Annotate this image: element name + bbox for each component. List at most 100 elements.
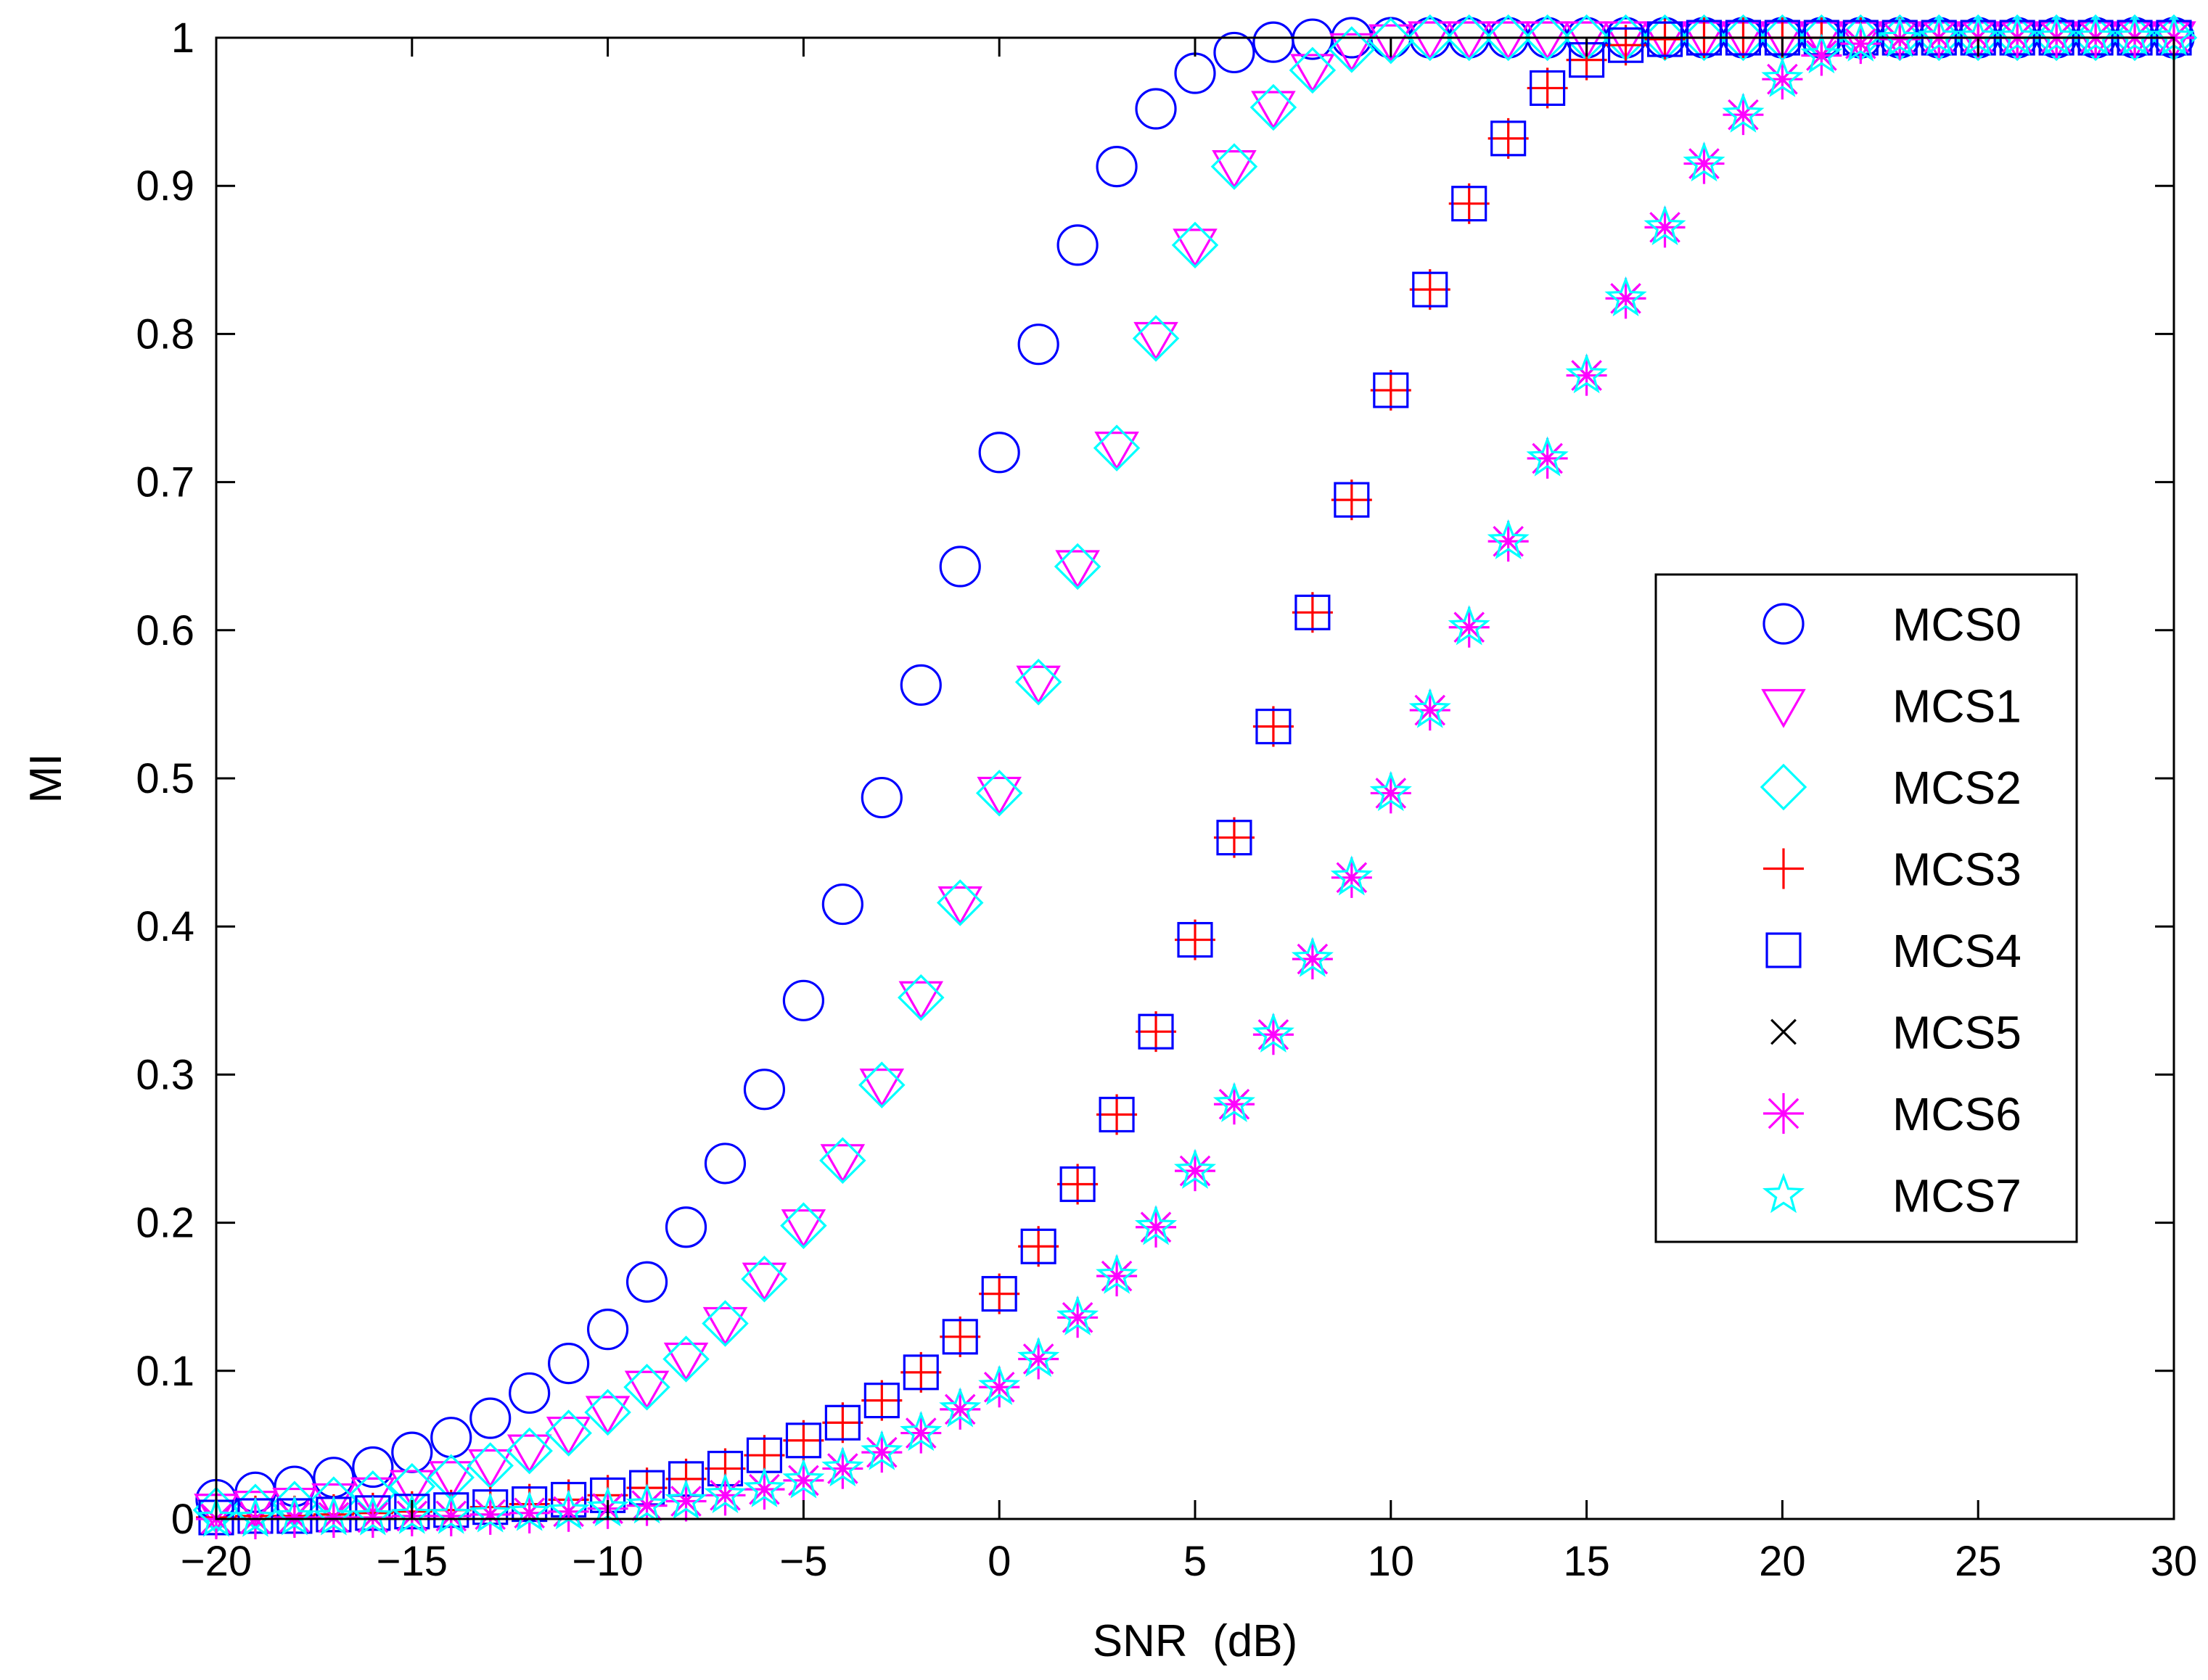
x-axis-title: SNR (dB): [1093, 1616, 1297, 1666]
point-mcs6-13: [705, 1475, 746, 1516]
point-mcs7-24: [1134, 1205, 1178, 1245]
point-mcs7-39: [1722, 92, 1765, 133]
point-mcs7-33: [1487, 519, 1530, 559]
point-mcs3-36: [1605, 25, 1646, 66]
legend-label: MCS7: [1892, 1170, 2022, 1222]
point-mcs7-35: [1565, 353, 1608, 394]
point-mcs2-14: [741, 1255, 788, 1303]
legend-label: MCS3: [1892, 844, 2022, 896]
point-mcs2-9: [545, 1409, 592, 1457]
legend-entry-mcs7: MCS7: [1762, 1170, 2022, 1222]
point-mcs4-19: [942, 1319, 978, 1355]
point-mcs7-40: [1761, 57, 1804, 97]
x-tick-label: −15: [377, 1538, 448, 1585]
point-mcs6-3: [313, 1496, 354, 1538]
point-mcs7-3: [312, 1495, 355, 1536]
point-mcs1-26: [1212, 150, 1257, 189]
y-tick-label: 0.1: [136, 1348, 194, 1395]
point-mcs3-30: [1370, 369, 1411, 411]
point-mcs4-18: [903, 1354, 939, 1391]
point-mcs7-11: [625, 1483, 668, 1524]
point-mcs3-24: [1136, 1011, 1177, 1053]
point-mcs4-32: [1451, 186, 1487, 222]
point-mcs1-6: [429, 1461, 474, 1501]
y-tick-label: 0.8: [136, 310, 194, 358]
point-mcs3-37: [1644, 19, 1686, 60]
point-mcs2-8: [506, 1427, 553, 1475]
point-mcs6-16: [822, 1448, 863, 1489]
legend-box: [1654, 573, 2078, 1243]
point-mcs6-32: [1448, 606, 1490, 648]
point-mcs1-31: [1408, 21, 1453, 61]
x-tick-label: −5: [779, 1538, 827, 1585]
legend-label: MCS4: [1892, 925, 2022, 977]
point-mcs7-4: [351, 1495, 394, 1536]
y-tick-label: 0.6: [136, 607, 194, 654]
point-mcs7-5: [390, 1494, 433, 1534]
point-mcs7-34: [1526, 436, 1569, 477]
point-mcs2-48: [2072, 14, 2119, 62]
point-mcs2-26: [1210, 143, 1258, 190]
point-mcs6-17: [861, 1432, 903, 1473]
point-mcs4-28: [1294, 594, 1331, 630]
series-mcs7: [194, 15, 2196, 1537]
point-mcs2-30: [1367, 17, 1415, 65]
y-tick-label: 0.3: [136, 1051, 194, 1098]
point-mcs7-14: [743, 1467, 786, 1507]
point-mcs6-9: [548, 1491, 589, 1532]
point-mcs7-7: [469, 1492, 512, 1533]
point-mcs6-24: [1136, 1206, 1177, 1248]
point-mcs1-22: [1055, 550, 1100, 590]
point-mcs1-28: [1290, 54, 1335, 94]
point-mcs6-38: [1683, 143, 1725, 184]
point-mcs2-18: [898, 973, 945, 1021]
point-mcs2-20: [975, 770, 1023, 817]
point-mcs1-33: [1485, 21, 1531, 61]
point-mcs3-29: [1331, 479, 1372, 521]
x-tick-label: 5: [1183, 1538, 1207, 1585]
point-mcs2-29: [1328, 26, 1376, 73]
point-mcs1-5: [390, 1470, 435, 1510]
point-mcs4-21: [1020, 1228, 1056, 1264]
point-mcs6-8: [509, 1492, 550, 1533]
y-tick-label: 0.4: [136, 903, 194, 950]
point-mcs2-11: [623, 1363, 670, 1411]
point-mcs7-6: [430, 1494, 472, 1534]
point-mcs0-8: [509, 1372, 551, 1415]
point-mcs2-45: [1954, 14, 2002, 62]
point-mcs7-25: [1173, 1148, 1217, 1189]
x-tick-label: −10: [572, 1538, 643, 1585]
point-mcs6-22: [1057, 1297, 1099, 1338]
point-mcs3-31: [1409, 269, 1450, 310]
point-mcs7-22: [1056, 1295, 1099, 1335]
point-mcs2-46: [1993, 14, 2041, 62]
point-mcs4-17: [863, 1383, 900, 1419]
point-mcs0-13: [704, 1142, 747, 1185]
point-mcs7-36: [1604, 276, 1647, 317]
point-mcs1-25: [1173, 228, 1218, 268]
x-tick-label: 20: [1759, 1538, 1806, 1585]
point-mcs7-1: [234, 1496, 277, 1537]
point-mcs3-19: [940, 1316, 981, 1357]
point-mcs2-16: [819, 1137, 866, 1185]
point-mcs1-12: [663, 1342, 709, 1382]
point-mcs3-28: [1292, 592, 1333, 633]
legend-marker-asterisk: [1763, 1093, 1804, 1134]
point-mcs3-17: [861, 1380, 903, 1421]
point-mcs6-28: [1292, 939, 1333, 980]
point-mcs0-9: [548, 1342, 590, 1385]
point-mcs0-19: [939, 545, 981, 588]
x-tick-label: 0: [988, 1538, 1011, 1585]
point-mcs4-22: [1059, 1166, 1096, 1203]
point-mcs7-27: [1252, 1012, 1294, 1053]
point-mcs3-34: [1527, 67, 1568, 109]
point-mcs7-0: [194, 1496, 238, 1537]
point-mcs4-24: [1138, 1013, 1174, 1050]
point-mcs3-25: [1175, 919, 1215, 960]
point-mcs6-34: [1527, 437, 1568, 479]
y-tick-label: 0.5: [136, 755, 194, 802]
point-mcs4-36: [1608, 27, 1644, 63]
legend-entry-mcs2: MCS2: [1760, 762, 2022, 814]
point-mcs0-18: [900, 664, 942, 706]
